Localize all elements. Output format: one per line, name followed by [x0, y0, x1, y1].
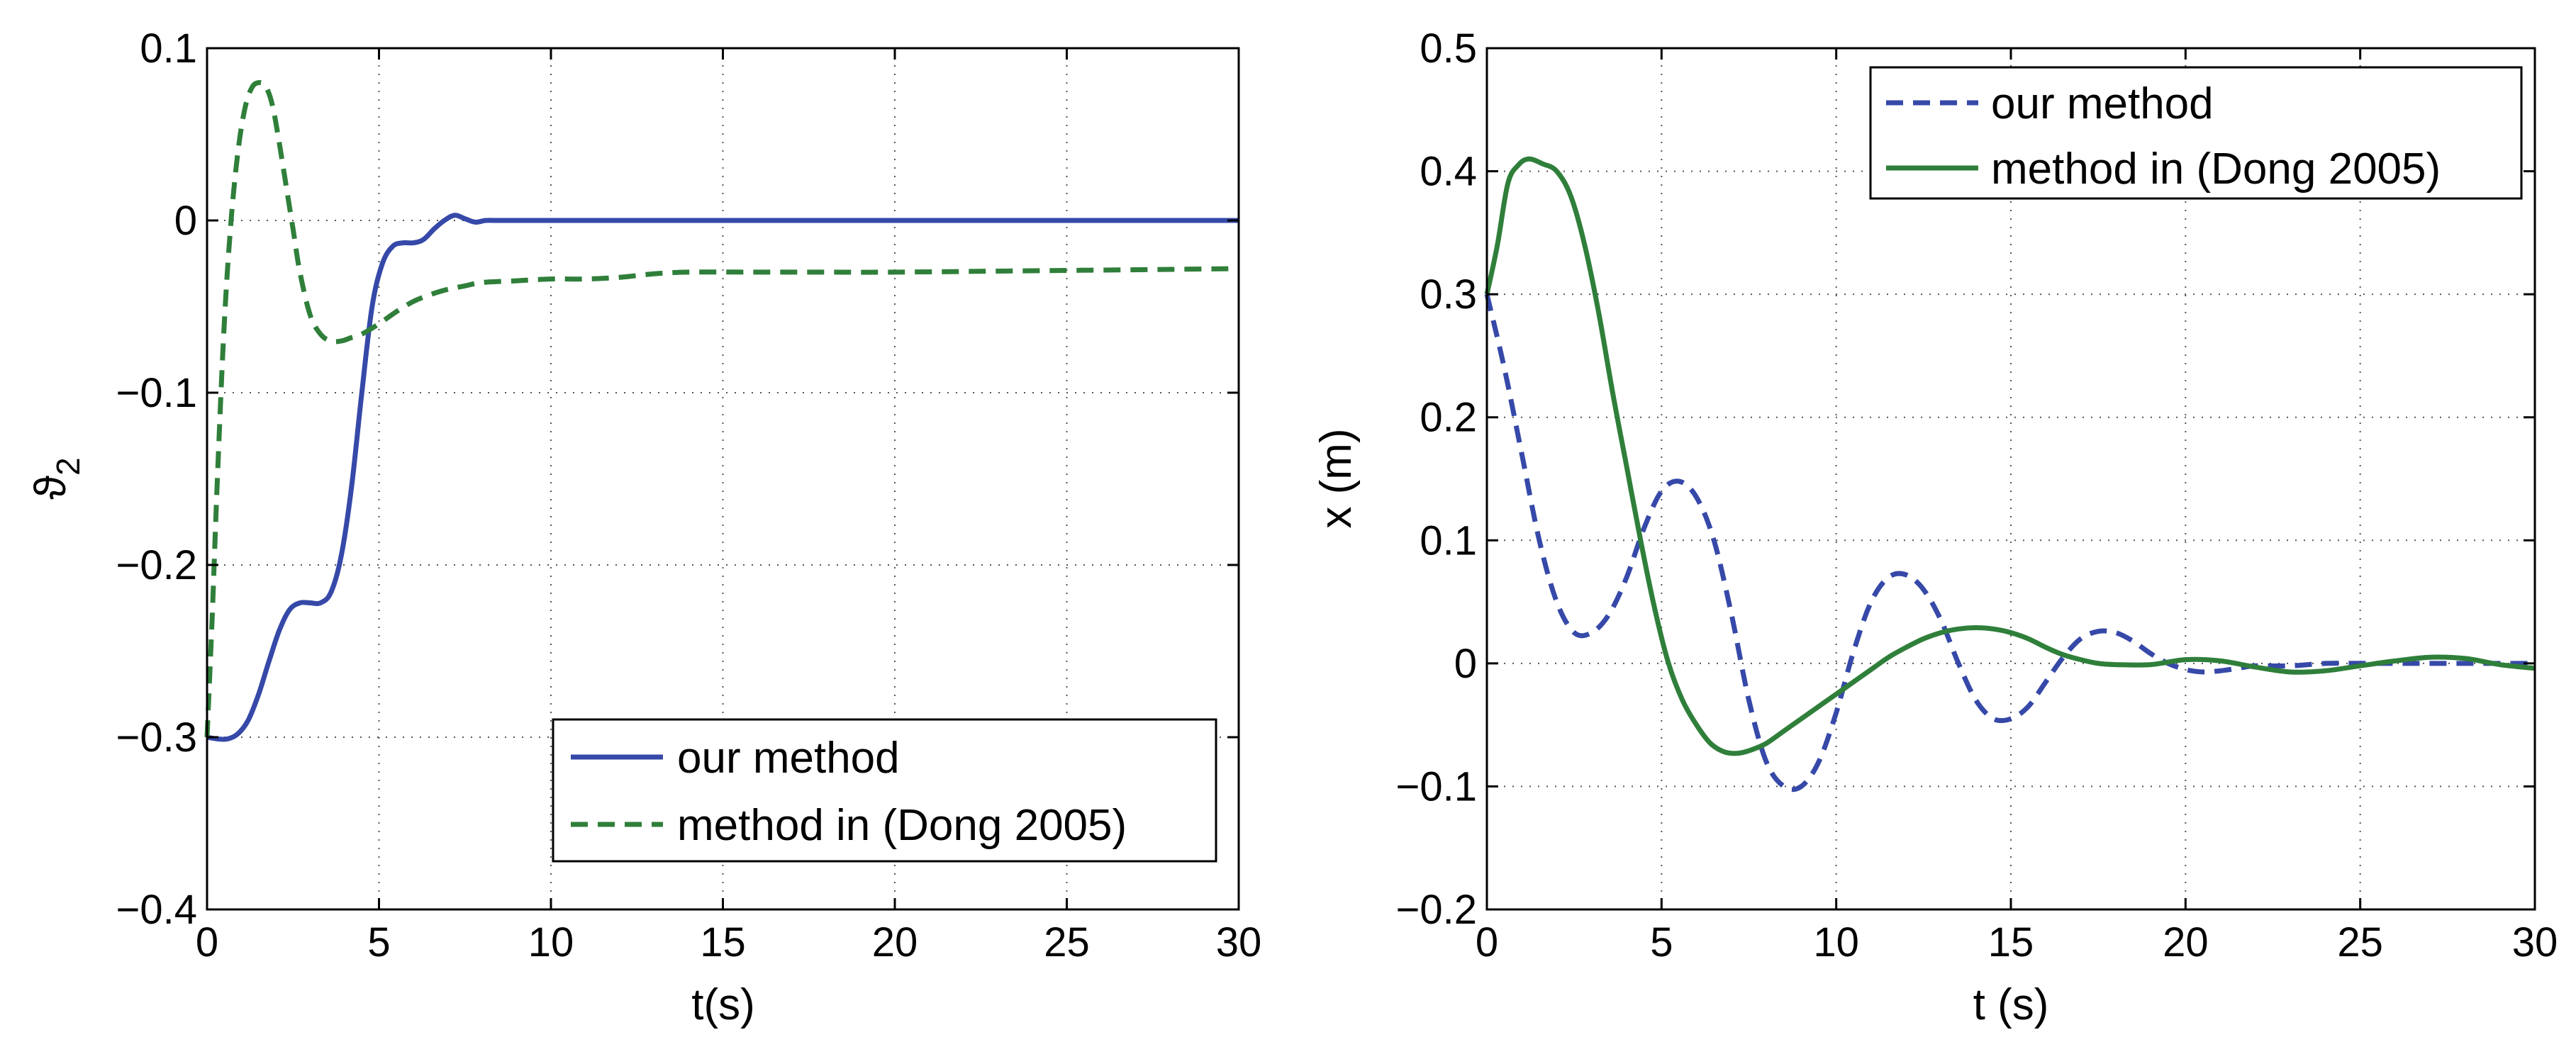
y-axis-label: ϑ2	[26, 457, 87, 500]
plot-area	[204, 79, 1239, 742]
x-tick-label: 20	[2163, 919, 2209, 965]
series-line-method-in-dong-2005	[204, 79, 1239, 738]
y-tick-label: 0.1	[1420, 517, 1477, 564]
series-line-our-method	[1484, 293, 2535, 792]
chart-right: 0 5 10 15 20 25 30 −0.2 −0.1 0 0.1 0.2 0.3 0.4 0.5 t (…	[1312, 26, 2558, 1029]
series-line-our-method	[206, 213, 1239, 742]
legend-label-our-method: our method	[677, 734, 900, 783]
y-tick-label: −0.2	[1396, 887, 1478, 933]
legend-label-dong-2005: method in (Dong 2005)	[1991, 145, 2441, 194]
legend-label-dong-2005: method in (Dong 2005)	[677, 801, 1127, 850]
x-tick-label: 5	[1650, 919, 1673, 965]
x-tick-label: 15	[700, 919, 746, 965]
x-axis-label: t (s)	[1973, 980, 2049, 1029]
y-axis-label-main: ϑ	[26, 476, 75, 500]
x-tick-label: 30	[1216, 919, 1262, 965]
y-tick-label: 0.2	[1420, 395, 1477, 441]
y-axis-label: x (m)	[1312, 428, 1361, 528]
x-tick-label: 0	[196, 919, 218, 965]
chart-left: 0 5 10 15 20 25 30 −0.4 −0.3 −0.2 −0.1 0 0.1 t(s) ϑ2…	[26, 26, 1261, 1029]
legend: our method method in (Dong 2005)	[552, 718, 1217, 863]
y-tick-label: −0.4	[116, 887, 198, 933]
legend-box	[552, 718, 1217, 863]
legend: our method method in (Dong 2005)	[1869, 66, 2523, 200]
y-tick-label: 0	[174, 198, 197, 244]
x-tick-label: 30	[2512, 919, 2558, 965]
y-tick-label: 0.4	[1420, 149, 1477, 195]
y-tick-label: −0.3	[116, 715, 198, 761]
x-tick-label: 20	[872, 919, 918, 965]
x-tick-label: 0	[1476, 919, 1498, 965]
x-tick-label: 25	[2337, 919, 2383, 965]
y-tick-label: 0.3	[1420, 271, 1477, 318]
ticks: 0 5 10 15 20 25 30 −0.4 −0.3 −0.2 −0.1 0 0.1	[116, 26, 1262, 965]
y-tick-label: −0.1	[116, 370, 198, 416]
x-tick-label: 10	[528, 919, 574, 965]
x-tick-label: 5	[367, 919, 390, 965]
ticks: 0 5 10 15 20 25 30 −0.2 −0.1 0 0.1 0.2 0.3 0.4 0.5	[1396, 26, 2558, 965]
x-tick-label: 15	[1988, 919, 2034, 965]
y-tick-label: −0.2	[116, 542, 198, 588]
y-axis-label-subscript: 2	[50, 457, 87, 476]
x-tick-label: 25	[1044, 919, 1090, 965]
y-tick-label: −0.1	[1396, 763, 1478, 809]
plot-area	[1484, 156, 2536, 792]
y-tick-label: 0.1	[140, 26, 197, 72]
series-line-method-in-dong-2005	[1484, 156, 2536, 756]
y-tick-label: 0.5	[1420, 26, 1477, 72]
y-tick-label: 0	[1454, 641, 1477, 687]
legend-box	[1869, 66, 2523, 200]
x-tick-label: 10	[1813, 919, 1859, 965]
legend-label-our-method: our method	[1991, 79, 2214, 128]
x-axis-label: t(s)	[691, 980, 755, 1029]
